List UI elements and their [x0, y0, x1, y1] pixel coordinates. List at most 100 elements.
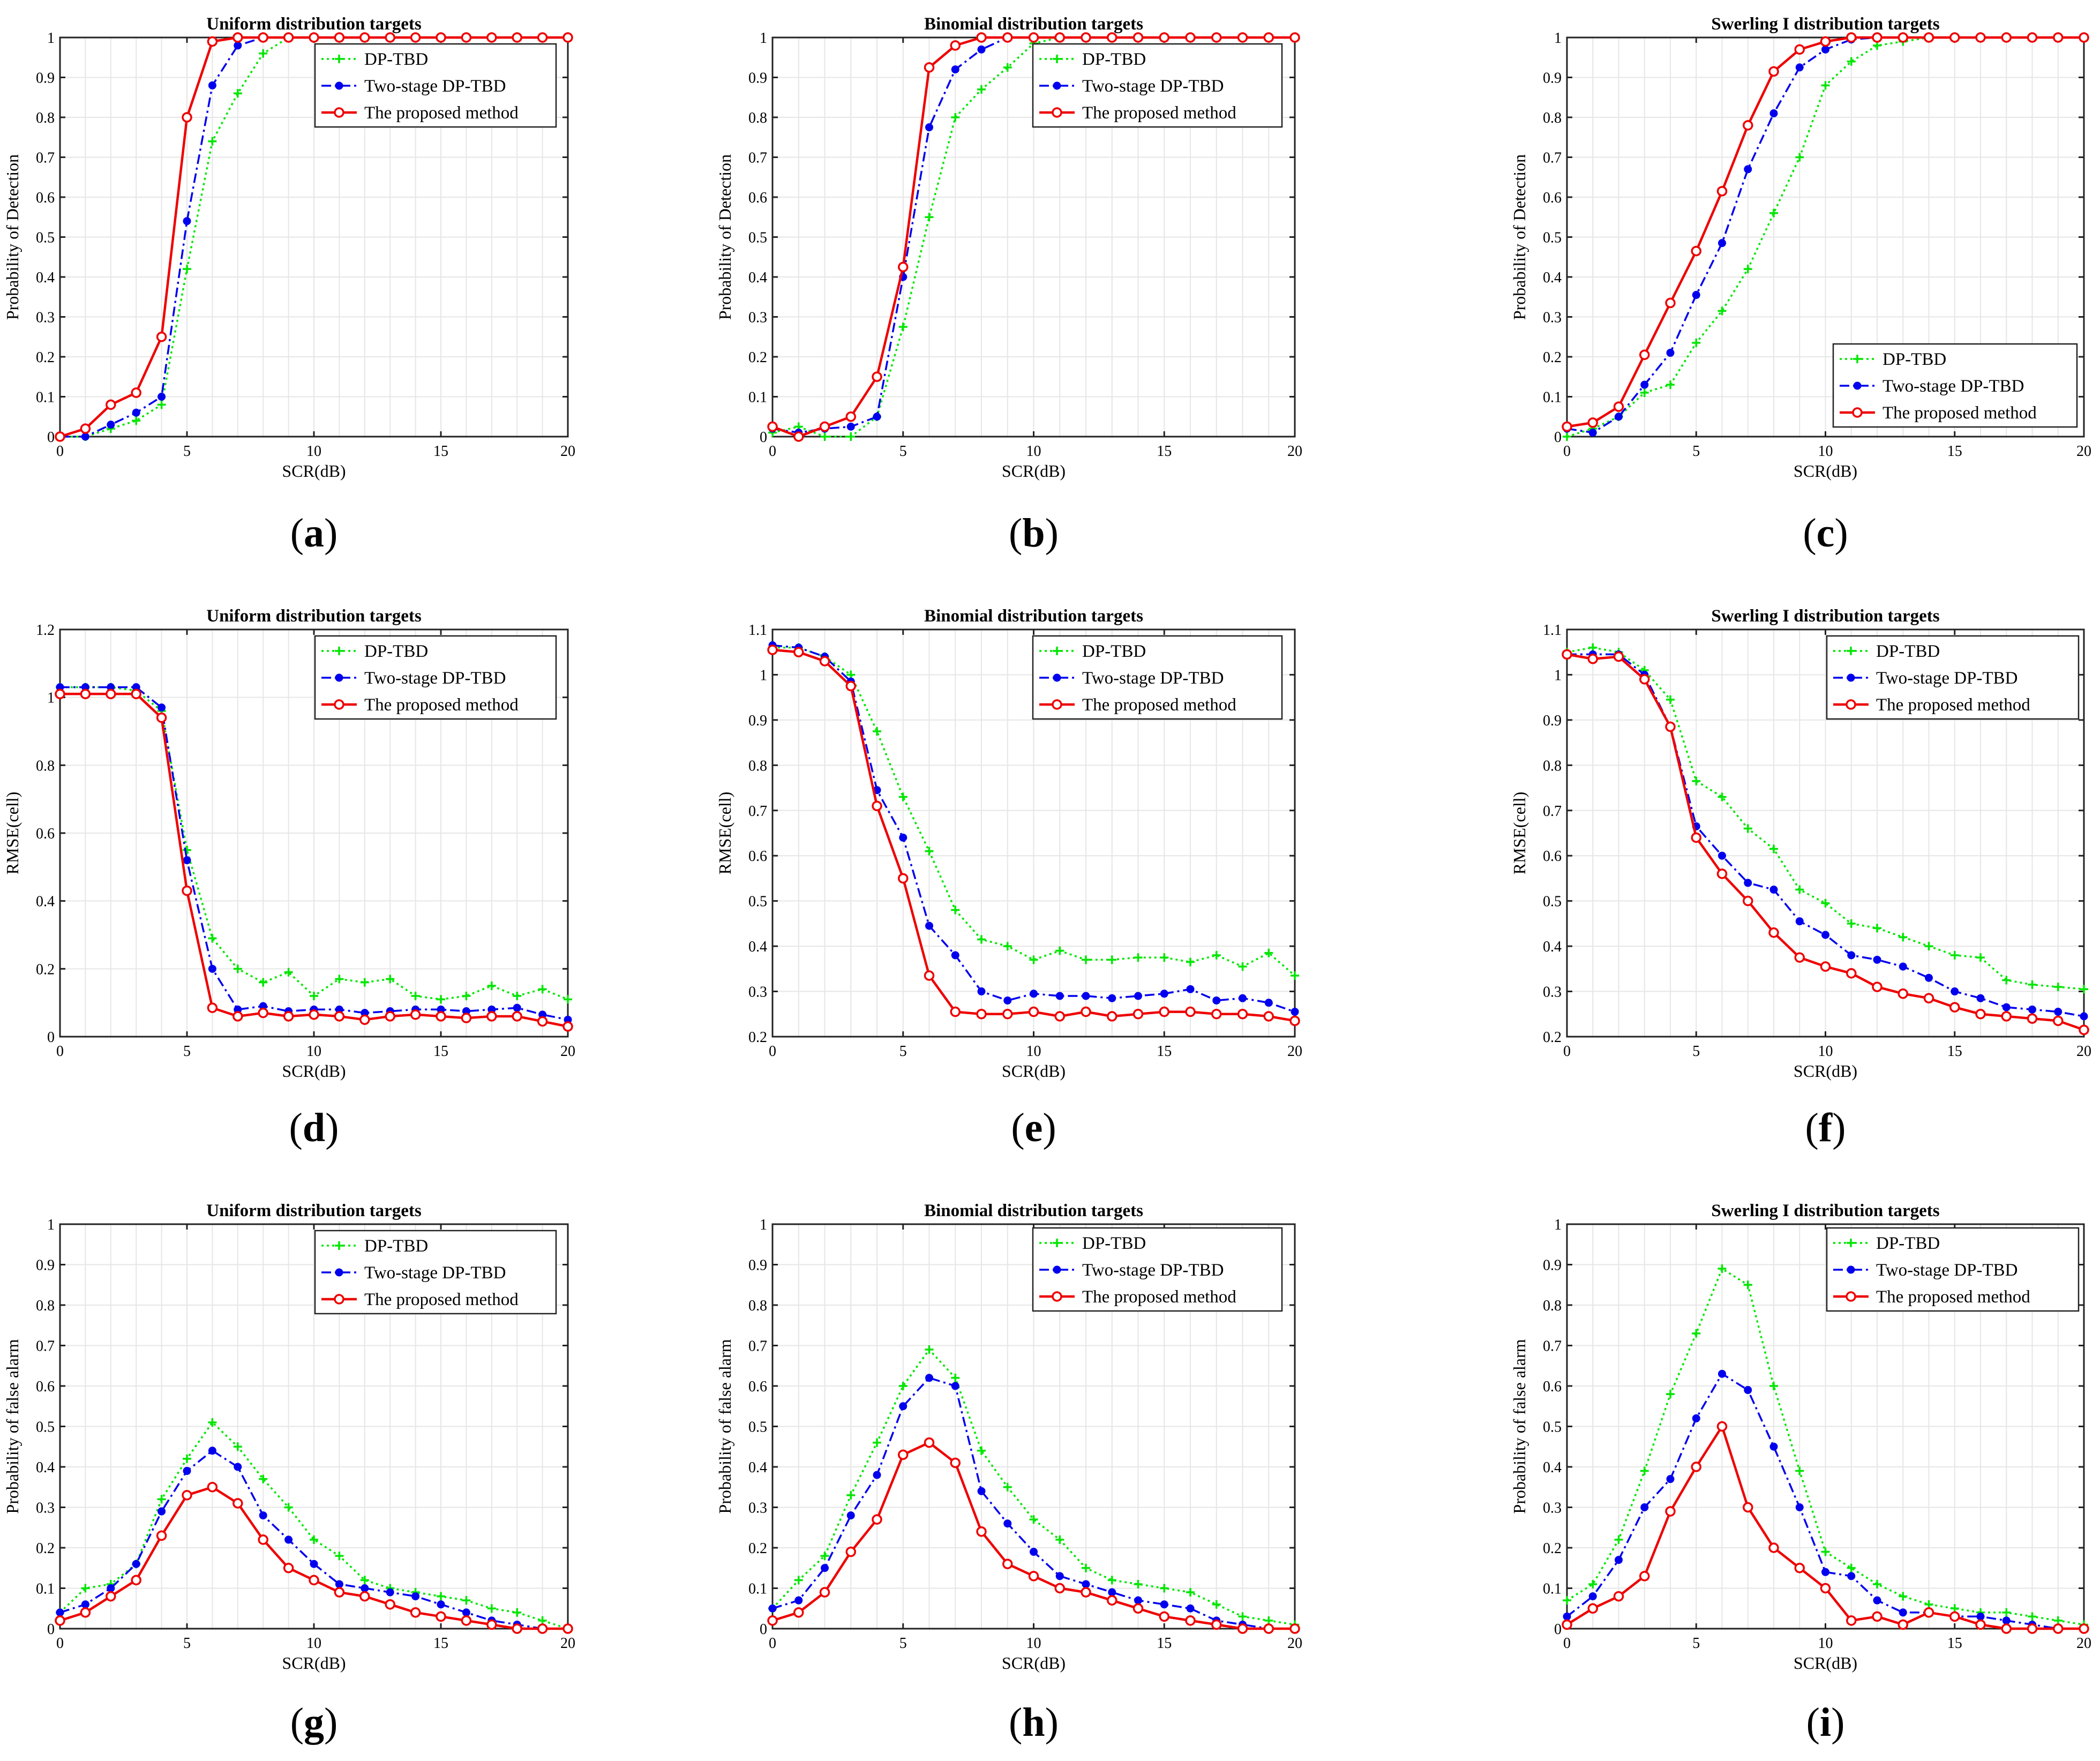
data-point	[793, 1607, 804, 1618]
y-tick-label: 0.5	[748, 894, 767, 910]
data-point	[1976, 953, 1985, 962]
y-axis-label: RMSE(cell)	[1510, 792, 1529, 875]
data-point	[1692, 1414, 1700, 1422]
legend-swatch-marker	[335, 55, 343, 63]
data-point	[283, 1011, 294, 1022]
legend-entry-label: DP-TBD	[1082, 50, 1146, 69]
data-point	[183, 1454, 191, 1463]
data-point	[2079, 1024, 2089, 1036]
data-point	[1029, 1515, 1038, 1524]
data-point	[259, 1474, 268, 1483]
data-point	[1055, 946, 1064, 955]
data-point	[131, 688, 141, 700]
data-point	[81, 1584, 90, 1593]
y-axis-label: Probability of Detection	[3, 154, 22, 320]
data-point	[1211, 1009, 1222, 1020]
data-point	[1134, 1579, 1143, 1588]
data-point	[1211, 32, 1222, 43]
data-point	[258, 32, 268, 43]
data-point	[334, 1587, 345, 1598]
data-point	[1873, 1579, 1881, 1588]
data-point	[951, 113, 960, 122]
data-point	[951, 1373, 960, 1382]
data-point	[767, 421, 778, 432]
data-point	[976, 32, 987, 43]
data-point	[309, 1575, 319, 1586]
data-point	[1107, 955, 1116, 964]
x-tick-label: 0	[1563, 443, 1571, 460]
data-point	[1055, 1535, 1064, 1544]
chart-title: Binomial distribution targets	[924, 14, 1143, 34]
data-point	[1692, 1329, 1701, 1338]
y-axis-label: Probability of false alarm	[715, 1339, 734, 1513]
legend-entry-label: Two-stage DP-TBD	[364, 669, 506, 688]
data-point	[977, 1446, 986, 1455]
data-point	[1975, 32, 1986, 43]
series-the-proposed-method	[1562, 649, 2089, 1036]
y-tick-label: 0.6	[36, 1378, 55, 1395]
data-point	[81, 432, 89, 441]
data-point	[1160, 1584, 1169, 1593]
y-tick-label: 0.7	[36, 1338, 55, 1355]
y-tick-label: 0.4	[1543, 1459, 1562, 1476]
data-point	[259, 49, 268, 58]
y-axis-label: RMSE(cell)	[3, 792, 22, 875]
legend-swatch-marker	[1853, 355, 1862, 363]
x-tick-label: 5	[899, 443, 907, 460]
data-point	[538, 1616, 547, 1625]
data-point	[898, 323, 908, 332]
data-point	[1873, 924, 1881, 933]
data-point	[538, 985, 547, 994]
y-tick-label: 0.9	[1543, 1257, 1562, 1274]
data-point	[157, 1495, 166, 1504]
data-point	[513, 1608, 522, 1617]
y-tick-label: 0.9	[36, 1257, 55, 1274]
y-tick-label: 1	[760, 667, 767, 684]
data-point	[1002, 32, 1013, 43]
y-tick-label: 0	[47, 429, 55, 446]
data-point	[1769, 844, 1778, 853]
x-tick-label: 15	[1947, 443, 1962, 460]
y-tick-label: 0.3	[1543, 984, 1562, 1001]
x-tick-label: 5	[1692, 1635, 1700, 1652]
y-tick-label: 0.4	[748, 269, 767, 286]
data-point	[55, 1615, 65, 1626]
data-point	[1873, 955, 1881, 964]
data-point	[1159, 32, 1169, 43]
data-point	[436, 32, 446, 43]
data-point	[976, 1526, 987, 1537]
data-point	[512, 32, 522, 43]
data-point	[951, 905, 960, 915]
data-point	[1924, 1600, 1933, 1609]
data-point	[977, 45, 986, 54]
chart-panel-h: 0 5 10 15 20 0 0.1 0.2 0.3 0.4 0.5 0.6 0.7 0.8 0.9 1 Bin…	[715, 1201, 1302, 1745]
y-tick-label: 0.5	[1543, 894, 1562, 910]
data-point	[1614, 1535, 1623, 1544]
data-point	[207, 36, 218, 47]
data-point	[462, 1596, 471, 1605]
legend-swatch-marker	[335, 1241, 343, 1250]
data-point	[819, 421, 830, 432]
y-tick-label: 0.1	[36, 1581, 55, 1598]
legend-frame	[1826, 635, 2080, 720]
data-point	[1237, 32, 1248, 43]
data-point	[2002, 976, 2011, 985]
y-tick-label: 0.5	[1543, 1419, 1562, 1436]
x-tick-label: 10	[1026, 443, 1041, 460]
data-point	[310, 1535, 318, 1544]
data-point	[925, 213, 934, 222]
legend-entry-label: Two-stage DP-TBD	[1876, 669, 2018, 688]
series-dp-tbd	[1563, 643, 2088, 994]
data-point	[1665, 297, 1676, 309]
data-point	[562, 1623, 573, 1634]
data-point	[1718, 792, 1727, 801]
legend-swatch-marker	[1846, 1291, 1856, 1302]
legend-frame	[1826, 1227, 2080, 1312]
data-point	[158, 1507, 166, 1516]
data-point	[977, 935, 986, 944]
data-point	[232, 32, 243, 43]
series-two-stage-dp-tbd	[56, 683, 572, 1024]
data-point	[1264, 1616, 1273, 1625]
data-point	[182, 1490, 192, 1501]
legend: DP-TBD Two-stage DP-TBD The proposed metho…	[1032, 1227, 1283, 1312]
